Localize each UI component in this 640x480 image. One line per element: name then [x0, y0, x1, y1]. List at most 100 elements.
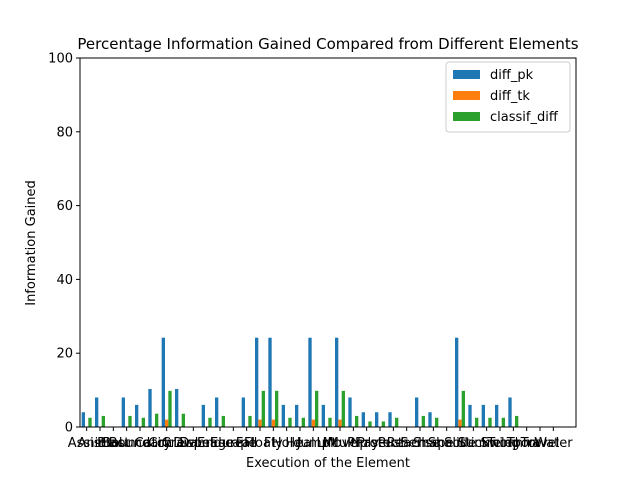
x-tick-label-shape: Shape [413, 436, 454, 451]
x-tick-label-summon: Summon [458, 436, 516, 451]
x-tick-label-reach: Reach [387, 436, 427, 451]
bar-diff_pk-16 [295, 404, 299, 427]
bar-diff_pk-18 [321, 404, 325, 427]
bar-diff_tk-28 [458, 419, 462, 427]
bar-diff_tk-14 [271, 419, 275, 427]
x-tick-label-slide: Slide [444, 436, 476, 451]
bar-classif_diff-5 [155, 413, 159, 427]
x-tick-label-boundary: Boundary [109, 436, 172, 451]
x-tick-label-throw: Throw [506, 436, 547, 451]
x-tick-label-swing: Swing [481, 436, 520, 451]
legend-label-classif_diff: classif_diff [490, 110, 559, 125]
bar-diff_tk-13 [258, 419, 262, 427]
bar-classif_diff-7 [181, 413, 185, 427]
bar-diff_pk-1 [95, 397, 99, 427]
x-tick-label-water: Water [534, 436, 573, 451]
bar-diff_pk-28 [455, 337, 459, 427]
bar-classif_diff-0 [88, 417, 92, 427]
x-tick-label-push: Push [378, 436, 409, 451]
bar-classif_diff-29 [475, 417, 479, 427]
bar-diff_tk-6 [165, 419, 169, 427]
y-tick-label-60: 60 [56, 199, 73, 214]
bar-classif_diff-26 [435, 417, 439, 427]
x-tick-label-endure: Endure [197, 436, 243, 451]
bar-diff_pk-20 [348, 397, 352, 427]
bar-diff_pk-21 [361, 412, 365, 427]
bar-diff_pk-3 [121, 397, 125, 427]
bar-classif_diff-18 [328, 417, 332, 427]
x-tick-label-hold: Hold [272, 436, 302, 451]
y-tick-label-40: 40 [56, 273, 73, 288]
bar-diff_tk-19 [338, 419, 342, 427]
x-tick-label-protect: Protect [357, 436, 403, 451]
y-tick-label-20: 20 [56, 347, 73, 362]
bar-diff_pk-29 [468, 404, 472, 427]
bar-classif_diff-16 [301, 417, 305, 427]
x-tick-label-fly: Fly [264, 436, 283, 451]
x-tick-label-crawl: Crawl [162, 436, 199, 451]
x-tick-label-blast: Blast [97, 436, 129, 451]
chart-title: Percentage Information Gained Compared f… [77, 35, 578, 53]
x-tick-label-move: Move [323, 436, 358, 451]
bar-diff_pk-15 [281, 404, 285, 427]
bar-diff_pk-32 [508, 397, 512, 427]
y-axis-label: Information Gained [24, 180, 39, 306]
x-tick-label-heal: Heal [285, 436, 314, 451]
bar-classif_diff-20 [355, 415, 359, 427]
legend-swatch-diff_pk [453, 70, 480, 79]
y-tick-label-0: 0 [65, 421, 73, 436]
bar-classif_diff-6 [168, 390, 172, 427]
bar-classif_diff-13 [261, 390, 265, 427]
bar-classif_diff-9 [208, 417, 212, 427]
bar-diff_pk-23 [388, 412, 392, 427]
bar-classif_diff-30 [488, 417, 492, 427]
bar-diff_pk-26 [428, 412, 432, 427]
legend-swatch-diff_tk [453, 91, 480, 100]
x-tick-label-shoot: Shoot [428, 436, 466, 451]
bar-classif_diff-28 [461, 390, 465, 427]
legend: diff_pk diff_tk classif_diff [445, 61, 571, 133]
x-tick-label-damage: Damage [179, 436, 234, 451]
x-tick-label-phase: Phase [347, 436, 386, 451]
x-tick-label-lift: Lift [317, 436, 337, 451]
bar-classif_diff-31 [501, 417, 505, 427]
bar-classif_diff-32 [515, 415, 519, 427]
legend-label-diff_tk: diff_tk [490, 89, 530, 104]
bar-classif_diff-25 [421, 415, 425, 427]
x-tick-label-catch: Catch [135, 436, 173, 451]
bar-diff_pk-31 [495, 404, 499, 427]
bar-diff_pk-10 [215, 397, 219, 427]
x-tick-label-multiply: Multiply [328, 436, 380, 451]
x-tick-label-jump: Jump [296, 436, 330, 451]
x-tick-label-teleport: Teleport [486, 436, 539, 451]
bar-classif_diff-4 [141, 417, 145, 427]
bar-classif_diff-15 [288, 417, 292, 427]
bar-diff_pk-30 [481, 404, 485, 427]
bar-classif_diff-10 [221, 415, 225, 427]
x-axis-ticks: AssistAnimalBlastBounceBoundaryCatchCirc… [68, 427, 573, 451]
bar-classif_diff-22 [381, 421, 385, 427]
x-tick-label-dispel: Dispel [173, 436, 213, 451]
x-axis-label: Execution of the Element [246, 456, 410, 471]
bar-diff_pk-13 [255, 337, 259, 427]
bar-classif_diff-3 [128, 415, 132, 427]
bar-diff_pk-0 [81, 412, 85, 427]
bar-classif_diff-1 [101, 415, 105, 427]
bar-diff_pk-12 [241, 397, 245, 427]
x-tick-label-assist: Assist [68, 436, 106, 451]
bar-classif_diff-19 [341, 390, 345, 427]
bar-diff_pk-7 [175, 388, 179, 427]
bar-diff_pk-6 [161, 337, 165, 427]
bar-classif_diff-17 [315, 390, 319, 427]
y-tick-label-80: 80 [56, 125, 73, 140]
y-tick-label-100: 100 [48, 52, 73, 67]
bar-diff_pk-9 [201, 404, 205, 427]
x-tick-label-animal: Animal [78, 436, 123, 451]
bar-classif_diff-21 [368, 421, 372, 427]
x-tick-label-fall: Fall [236, 436, 257, 451]
bar-diff_pk-14 [268, 337, 272, 427]
x-tick-label-sense: Sense [400, 436, 439, 451]
bar-classif_diff-12 [248, 415, 252, 427]
bar-classif_diff-14 [275, 390, 279, 427]
plot-frame [79, 57, 577, 428]
